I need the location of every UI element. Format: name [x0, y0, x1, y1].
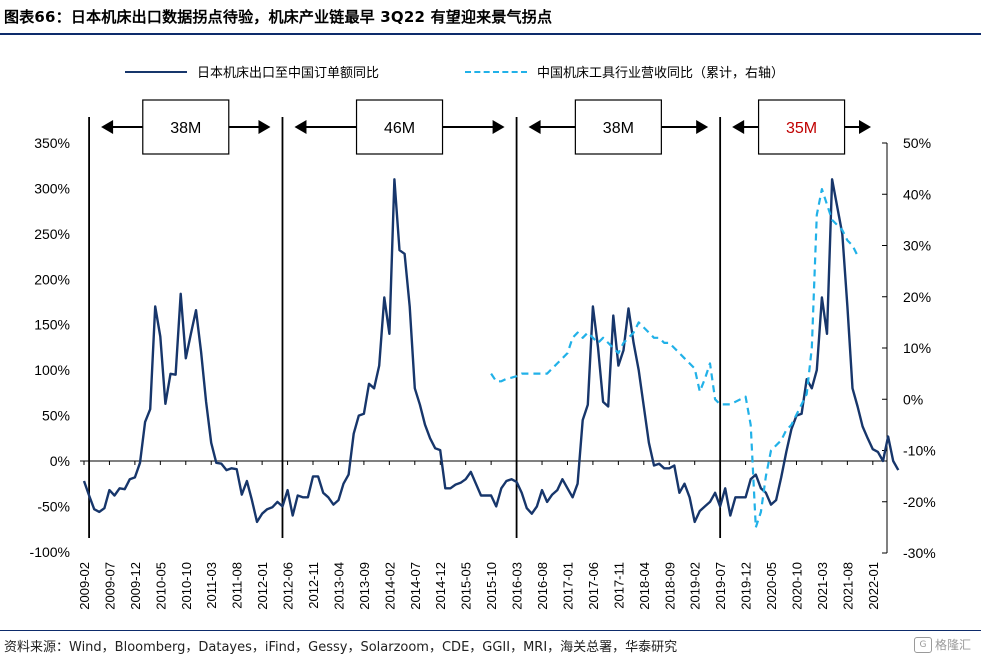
legend-label-revenue: 中国机床工具行业营收同比（累计，右轴）	[537, 66, 785, 81]
x-axis-tick-label: 2017-01	[560, 562, 575, 610]
x-axis-tick-label: 2014-07	[408, 562, 423, 610]
x-axis-tick-label: 2022-01	[866, 562, 881, 610]
figure-title: 图表66：日本机床出口数据拐点待验，机床产业链最早 3Q22 有望迎来景气拐点	[4, 8, 553, 26]
x-axis-tick-label: 2019-02	[688, 562, 703, 610]
left-axis-tick-label: 100%	[34, 362, 70, 378]
legend-item-revenue: 中国机床工具行业营收同比（累计，右轴）	[465, 62, 784, 81]
left-axis-tick-label: 200%	[34, 271, 70, 287]
left-axis-tick-label: 300%	[34, 180, 70, 196]
right-axis-tick-label: 30%	[903, 238, 931, 254]
right-axis-tick-label: 20%	[903, 289, 931, 305]
left-axis-tick-label: 0%	[50, 453, 70, 469]
x-axis-tick-label: 2010-05	[153, 562, 168, 610]
right-axis-tick-label: 50%	[903, 135, 931, 151]
x-axis-tick-label: 2012-06	[281, 562, 296, 610]
left-axis-tick-label: 250%	[34, 226, 70, 242]
legend-swatch-dashed	[465, 70, 527, 73]
cycle-label-box	[355, 99, 444, 155]
x-axis-tick-label: 2019-12	[739, 562, 754, 610]
source-note: 资料来源：Wind，Bloomberg，Datayes，iFind，Gessy，…	[4, 640, 678, 655]
cycle-arrow-head-right	[492, 120, 505, 134]
x-axis-tick-label: 2016-08	[535, 562, 550, 610]
chart-legend: 日本机床出口至中国订单额同比 中国机床工具行业营收同比（累计，右轴）	[0, 62, 981, 84]
watermark-logo-icon: G	[913, 636, 932, 653]
footer-divider	[0, 630, 981, 631]
cycle-label-text: 38M	[170, 120, 201, 137]
x-axis-tick-label: 2013-09	[357, 562, 372, 610]
cycle-arrow-head-left	[101, 120, 114, 134]
x-axis-tick-label: 2012-01	[255, 562, 270, 610]
left-axis-tick-label: 150%	[34, 317, 70, 333]
title-divider	[0, 33, 981, 35]
x-axis-tick-label: 2014-02	[382, 562, 397, 610]
x-axis-tick-label: 2019-07	[713, 562, 728, 610]
x-axis-tick-label: 2020-05	[764, 562, 779, 610]
x-axis-tick-label: 2013-04	[331, 562, 346, 610]
cycle-label-box	[574, 99, 662, 155]
legend-swatch-solid	[125, 70, 187, 73]
x-axis-tick-label: 2016-03	[510, 562, 525, 610]
right-axis-tick-label: 40%	[903, 186, 931, 202]
series-line-export-orders	[82, 178, 900, 524]
legend-item-export-orders: 日本机床出口至中国订单额同比	[125, 62, 379, 81]
x-axis-tick-label: 2015-10	[484, 562, 499, 610]
cycle-label-text: 46M	[384, 120, 415, 137]
x-axis-tick-label: 2009-02	[77, 562, 92, 610]
x-axis-tick-label: 2014-12	[433, 562, 448, 610]
x-axis-tick-label: 2021-03	[815, 562, 830, 610]
left-axis-tick-label: -50%	[37, 498, 70, 514]
cycle-arrow-head-left	[294, 120, 307, 134]
series-line-revenue	[490, 188, 859, 529]
cycle-arrow-head-left	[732, 120, 745, 134]
right-axis-tick-label: 0%	[903, 391, 923, 407]
cycle-arrow-head-right	[696, 120, 709, 134]
cycle-label-box	[142, 99, 230, 155]
x-axis-tick-label: 2012-11	[306, 562, 321, 609]
right-axis-tick-label: -30%	[903, 545, 936, 561]
x-axis-tick-label: 2018-04	[637, 562, 652, 610]
left-axis-tick-label: 350%	[34, 135, 70, 151]
cycle-arrow-head-right	[258, 120, 271, 134]
right-axis-tick-label: -10%	[903, 443, 936, 459]
x-axis-tick-label: 2017-06	[586, 562, 601, 610]
cycle-arrow-head-left	[528, 120, 541, 134]
x-axis-tick-label: 2011-03	[204, 562, 219, 609]
watermark: G 格隆汇	[913, 636, 971, 653]
cycle-label-text: 38M	[603, 120, 634, 137]
left-axis-tick-label: 50%	[42, 408, 70, 424]
x-axis-tick-label: 2010-10	[179, 562, 194, 610]
legend-label-export-orders: 日本机床出口至中国订单额同比	[197, 66, 380, 81]
x-axis-tick-label: 2009-07	[102, 562, 117, 610]
left-axis-tick-label: -100%	[30, 544, 70, 560]
x-axis-tick-label: 2020-10	[789, 562, 804, 610]
x-axis-tick-label: 2018-09	[662, 562, 677, 610]
cycle-label-box	[757, 99, 846, 155]
x-axis-tick-label: 2015-05	[459, 562, 474, 610]
x-axis-tick-label: 2017-11	[611, 562, 626, 609]
right-axis-tick-label: 10%	[903, 340, 931, 356]
cycle-label-text: 35M	[786, 120, 817, 137]
x-axis-tick-label: 2021-08	[840, 562, 855, 610]
x-axis-tick-label: 2011-08	[230, 562, 245, 609]
x-axis-tick-label: 2009-12	[128, 562, 143, 610]
watermark-text: 格隆汇	[934, 638, 971, 652]
cycle-arrow-head-right	[859, 120, 871, 134]
right-axis-tick-label: -20%	[903, 494, 936, 510]
